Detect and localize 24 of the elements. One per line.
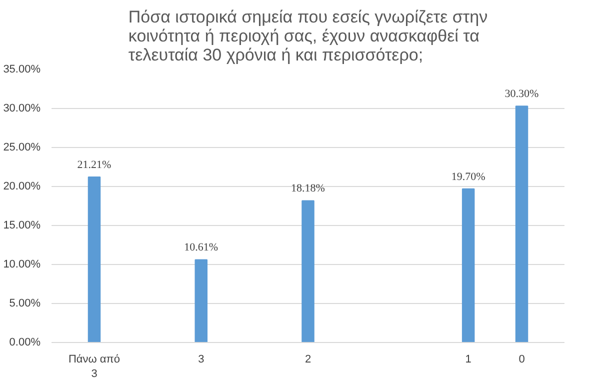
data-label: 18.18% — [291, 182, 325, 195]
y-tick-label: 5.00% — [9, 298, 41, 310]
chart-title: Πόσα ιστορικά σημεία που εσείς γνωρίζετε στην κοινότητα ή περιοχή σας, έχουν ανασκαφθεί τα τελευταία 30 χρόνια ή και περισσότερο; — [128, 8, 488, 64]
bar — [88, 176, 101, 342]
data-label: 21.21% — [77, 159, 112, 172]
data-label: 19.70% — [451, 170, 486, 183]
bar — [462, 188, 475, 342]
bar — [194, 259, 208, 342]
y-tick-label: 15.00% — [3, 220, 41, 232]
y-tick-label: 0.00% — [9, 336, 41, 348]
bar — [302, 200, 314, 342]
x-tick-label: 0 — [518, 354, 525, 366]
data-label: 30.30% — [504, 88, 539, 100]
x-tick-label: 1 — [465, 354, 472, 366]
bar — [515, 106, 528, 342]
y-tick-label: 25.00% — [3, 142, 41, 154]
y-tick-label: 10.00% — [3, 258, 41, 270]
x-tick-label: 2 — [304, 354, 312, 366]
y-tick-label: 20.00% — [3, 180, 41, 192]
y-tick-label: 35.00% — [3, 64, 41, 76]
data-label: 10.61% — [184, 242, 218, 254]
x-tick-label: 3 — [198, 354, 204, 366]
y-tick-label: 30.00% — [3, 102, 41, 114]
x-tick-label: Πάνω από 3 — [68, 354, 120, 380]
